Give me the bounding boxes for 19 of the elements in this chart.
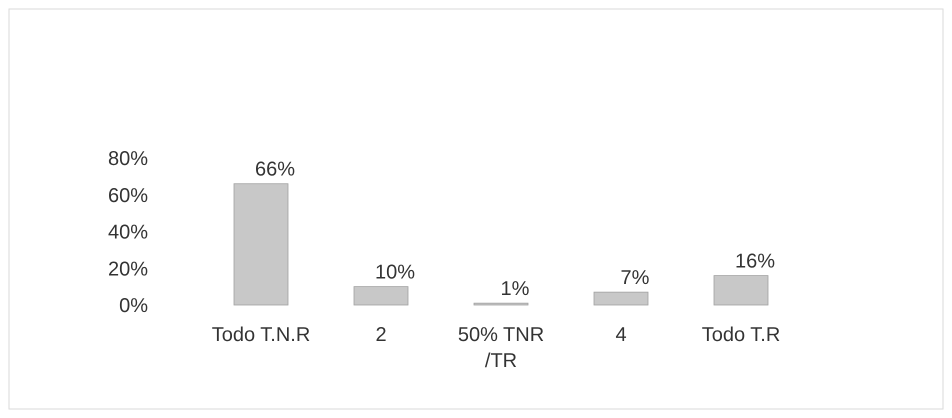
y-tick-label: 20% (108, 258, 148, 280)
data-label: 1% (500, 278, 530, 300)
x-tick-label: 2 (375, 324, 387, 346)
y-tick-label: 80% (108, 148, 148, 170)
data-label: 16% (734, 250, 776, 273)
bar (714, 275, 768, 306)
data-label: 7% (620, 267, 650, 290)
bar (234, 183, 288, 306)
data-label: 66% (254, 158, 296, 181)
x-tick-label: Todo T.N.R (212, 324, 310, 346)
bar (354, 286, 408, 306)
data-label: 10% (374, 262, 416, 284)
y-tick-label: 60% (108, 184, 148, 207)
y-tick-label: 0% (119, 295, 148, 317)
y-tick-label: 40% (108, 222, 148, 244)
x-tick-label: 4 (615, 324, 627, 346)
x-tick-label: Todo T.R (702, 324, 780, 346)
x-tick-label: 50% TNR /TR (458, 324, 544, 372)
bar (594, 292, 648, 306)
